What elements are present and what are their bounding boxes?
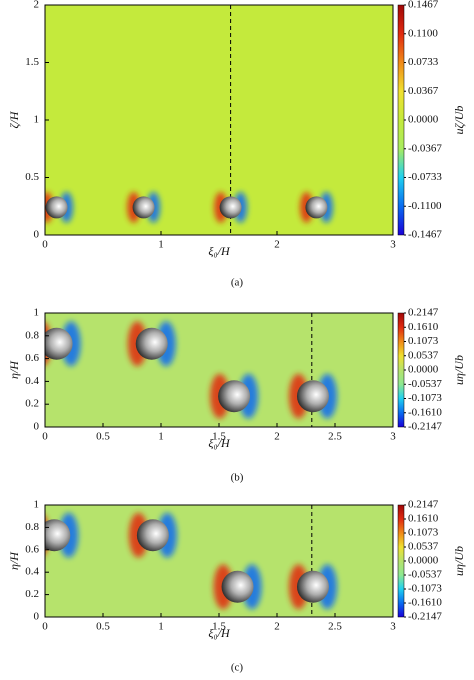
x-tick-label: 3 (390, 431, 396, 443)
colorbar-tick-label: 0.0537 (408, 541, 439, 553)
colorbar-label: uζ/Ub (452, 106, 466, 135)
y-tick-label: 0 (34, 229, 40, 241)
y-tick-label: 0 (34, 611, 40, 623)
sphere (305, 196, 328, 219)
sphere (218, 380, 251, 413)
x-tick-label: 1 (158, 621, 164, 633)
caption: (c) (231, 662, 244, 674)
colorbar-tick-label: -0.1467 (408, 229, 442, 241)
colorbar-tick-label: 0.0000 (408, 364, 439, 376)
field (45, 505, 337, 617)
x-axis-label: ξ₀/H (208, 626, 231, 640)
y-axis-label: η/H (7, 360, 21, 379)
sphere (296, 570, 329, 603)
colorbar-label: uη/Ub (452, 546, 466, 576)
y-tick-label: 0.8 (25, 329, 39, 341)
x-axis-label: ξ₀/H (208, 436, 231, 450)
x-axis-label: ξ₀/H (208, 244, 231, 258)
sphere (45, 327, 73, 360)
colorbar-tick-label: 0.2147 (408, 499, 439, 511)
y-tick-label: 1 (34, 499, 40, 511)
y-tick-label: 1 (34, 114, 40, 126)
x-tick-label: 0 (42, 621, 48, 633)
caption: (a) (231, 277, 244, 289)
colorbar-tick-label: -0.0537 (408, 569, 442, 581)
colorbar-tick-label: -0.1073 (408, 392, 442, 404)
x-tick-label: 0.5 (96, 431, 110, 443)
sphere (45, 519, 71, 552)
colorbar-tick-label: 0.0000 (408, 555, 439, 567)
y-tick-label: 0.2 (25, 398, 39, 410)
y-tick-label: 1.5 (25, 56, 39, 68)
x-tick-label: 2.5 (328, 431, 342, 443)
colorbar-tick-label: -0.1100 (408, 200, 442, 212)
colorbar-tick-label: 0.1610 (408, 513, 439, 525)
y-axis-label: η/H (7, 551, 21, 570)
x-tick-label: 2.5 (328, 621, 342, 633)
x-tick-label: 3 (390, 621, 396, 633)
colorbar-tick-label: 0.1073 (408, 335, 439, 347)
x-tick-label: 0 (42, 239, 48, 251)
colorbar-tick-label: 0.2147 (408, 307, 439, 319)
y-axis-label: ζ/H (7, 110, 21, 128)
sphere (45, 196, 68, 219)
colorbar (397, 4, 405, 236)
y-tick-label: 0.4 (25, 375, 39, 387)
x-tick-label: 1.5 (212, 431, 226, 443)
field (45, 5, 333, 235)
y-tick-label: 0.4 (25, 566, 39, 578)
colorbar-tick-label: -0.0367 (408, 142, 442, 154)
x-tick-label: 0.5 (96, 621, 110, 633)
y-tick-label: 0.6 (25, 543, 39, 555)
x-tick-label: 2 (274, 239, 280, 251)
x-tick-label: 1.5 (212, 621, 226, 633)
colorbar-tick-label: -0.0733 (408, 171, 442, 183)
colorbar-tick-label: 0.1467 (408, 0, 439, 11)
x-tick-label: 1 (158, 431, 164, 443)
sphere (296, 380, 329, 413)
y-tick-label: 2 (34, 0, 40, 11)
y-tick-label: 1 (34, 307, 40, 319)
y-tick-label: 0 (34, 421, 40, 433)
sphere (219, 196, 242, 219)
colorbar (397, 312, 405, 428)
x-tick-label: 0 (42, 431, 48, 443)
colorbar-tick-label: 0.0733 (408, 56, 439, 68)
colorbar-tick-label: -0.2147 (408, 421, 442, 433)
y-tick-label: 0.6 (25, 352, 39, 364)
sphere (221, 570, 254, 603)
colorbar-tick-label: -0.2147 (408, 611, 442, 623)
sphere (136, 519, 169, 552)
colorbar-tick-label: 0.0367 (408, 85, 439, 97)
caption: (b) (231, 472, 244, 484)
y-tick-label: 0.5 (25, 171, 39, 183)
sphere (135, 327, 168, 360)
colorbar-tick-label: -0.1073 (408, 583, 442, 595)
x-tick-label: 1 (158, 239, 164, 251)
colorbar-tick-label: -0.0537 (408, 378, 442, 390)
y-tick-label: 0.8 (25, 521, 39, 533)
colorbar (397, 504, 405, 618)
colorbar-tick-label: 0.1100 (408, 27, 438, 39)
y-tick-label: 0.2 (25, 588, 39, 600)
x-tick-label: 3 (390, 239, 396, 251)
x-tick-label: 2 (274, 431, 280, 443)
colorbar-tick-label: -0.1610 (408, 597, 442, 609)
colorbar-tick-label: 0.1610 (408, 321, 439, 333)
colorbar-label: uη/Ub (452, 355, 466, 385)
colorbar-tick-label: -0.1610 (408, 406, 442, 418)
colorbar-tick-label: 0.1073 (408, 527, 439, 539)
colorbar-tick-label: 0.0000 (408, 114, 439, 126)
x-tick-label: 2 (274, 621, 280, 633)
field (45, 313, 337, 427)
sphere (132, 196, 155, 219)
colorbar-tick-label: 0.0537 (408, 349, 439, 361)
